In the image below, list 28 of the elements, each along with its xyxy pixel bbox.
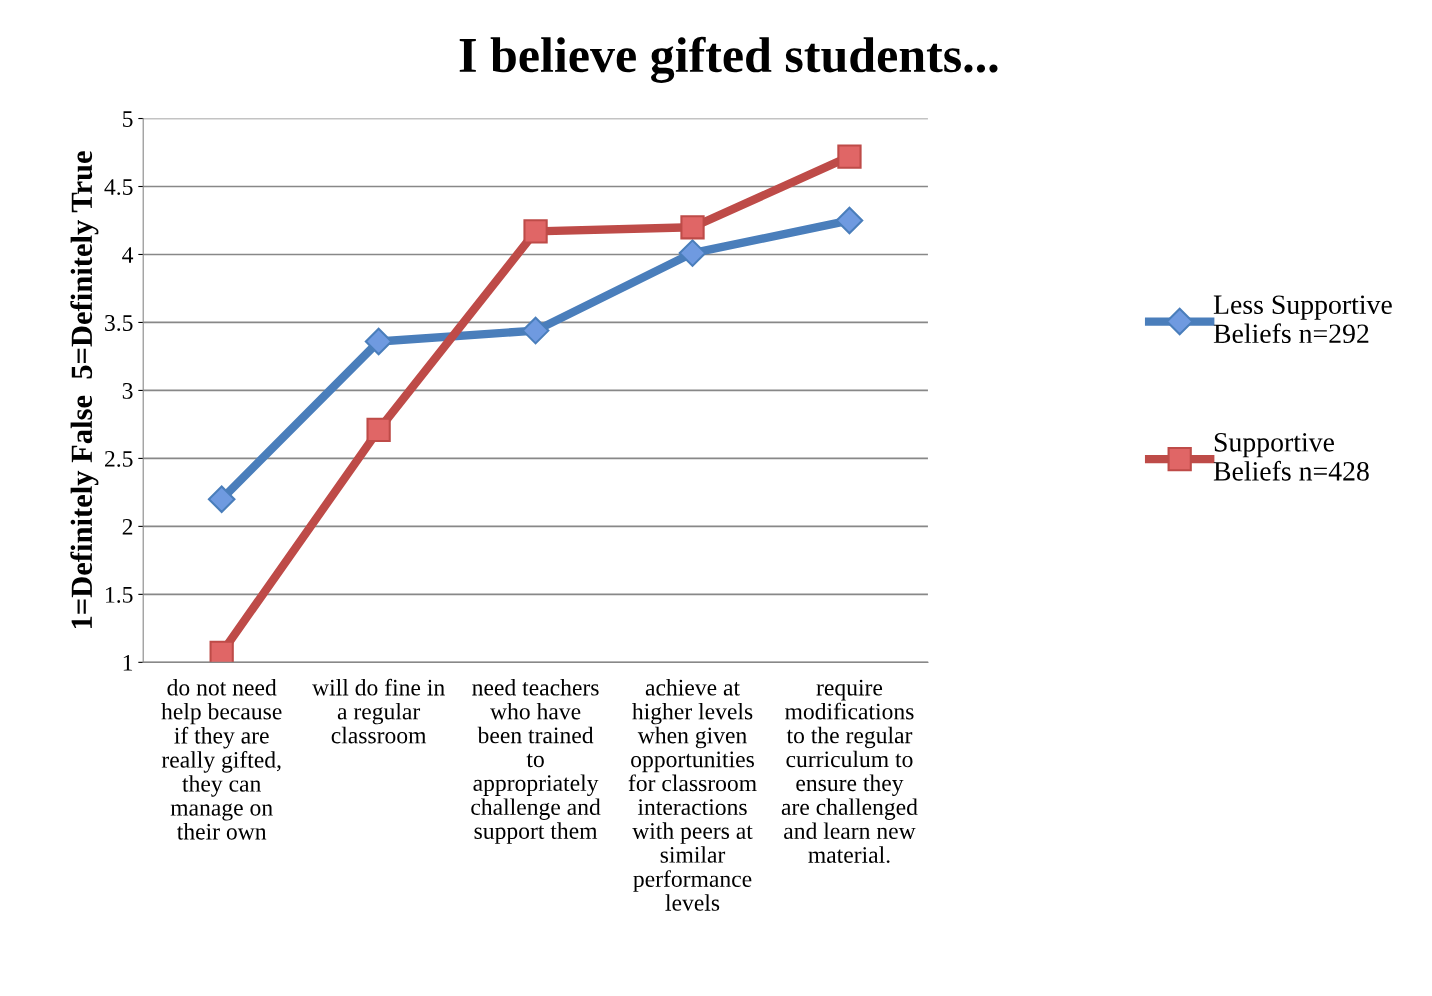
y-tick-label: 5 (123, 111, 133, 127)
point (835, 206, 864, 235)
legend-label: Supportive Beliefs n=428 (1213, 432, 1369, 481)
y-tick-label: 2.5 (105, 450, 133, 467)
point (523, 219, 548, 244)
legend-label: Less Supportive Beliefs n=292 (1213, 295, 1392, 344)
y-tick-label: 1.5 (106, 586, 133, 603)
point (366, 417, 391, 443)
point (209, 640, 234, 663)
point (678, 239, 707, 267)
point (680, 215, 705, 240)
x-tick-label: will do fine in a regular classroom (312, 678, 445, 744)
category-label: achieve at higher levels when given opportunities for classroom interactions with peers at similar performance levels (628, 679, 757, 911)
y-axis-title: 1=Definitely False 5=Definitely True (70, 151, 99, 629)
y-tick-label: 2 (122, 518, 133, 535)
x-tick-label: need teachers who have been trained to appropriately challenge and support them (471, 679, 601, 844)
chart-title: I believe gifted students... (459, 36, 998, 83)
y-tick-label: 3 (122, 382, 133, 399)
y-tick-label: 4 (122, 247, 134, 263)
point (837, 144, 862, 169)
point (364, 327, 393, 356)
point (521, 316, 550, 345)
point (207, 485, 236, 513)
x-tick-label: do not need help because if they are really gifted, they can manage on their own (161, 679, 282, 840)
y-tick-label: 3.5 (105, 315, 133, 331)
x-tick-label: require modifications to the regular curriculum to ensure they are challenged and learn new material. (781, 679, 918, 864)
y-tick-label: 1 (123, 654, 133, 671)
y-tick-label: 4.5 (104, 179, 133, 196)
